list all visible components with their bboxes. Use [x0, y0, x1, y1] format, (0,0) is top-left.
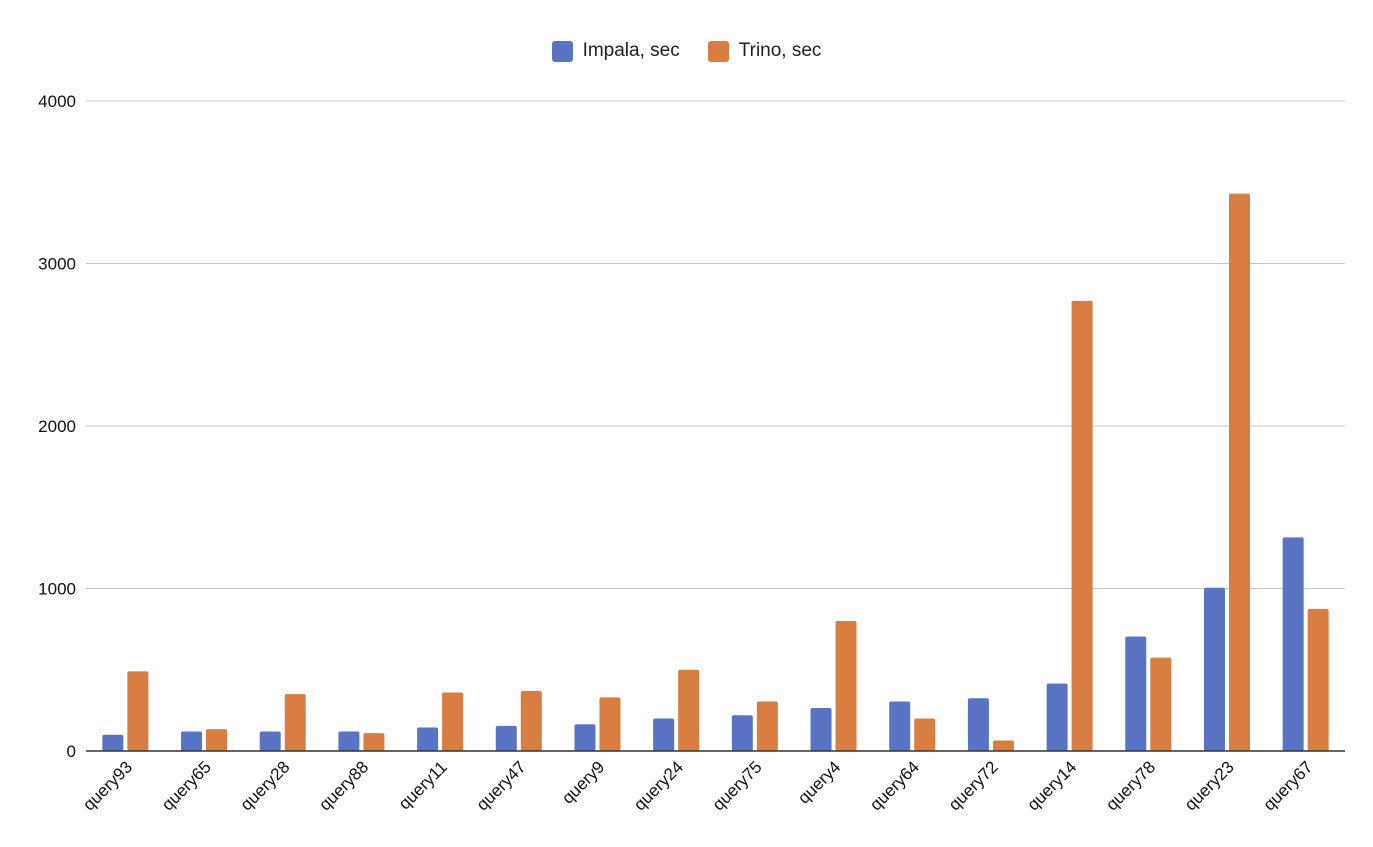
bar-trino-query14	[1071, 300, 1093, 751]
bar-impala-query11	[417, 727, 439, 751]
y-tick-label: 4000	[38, 92, 76, 111]
bar-impala-query65	[181, 731, 203, 751]
legend-swatch-trino	[707, 40, 729, 62]
bar-trino-query64	[914, 718, 936, 751]
bar-impala-query14	[1046, 683, 1068, 751]
bar-trino-query9	[599, 697, 621, 751]
x-tick-label: query64	[866, 757, 923, 814]
bar-impala-query23	[1203, 587, 1225, 751]
x-tick-label: query78	[1102, 757, 1159, 814]
legend-item-trino: Trino, sec	[707, 40, 822, 62]
bar-trino-query65	[206, 729, 228, 751]
bar-impala-query4	[810, 707, 832, 751]
legend-swatch-impala	[551, 40, 573, 62]
x-tick-label: query4	[794, 757, 844, 807]
legend-item-impala: Impala, sec	[551, 40, 680, 62]
bar-trino-query24	[678, 669, 700, 751]
y-tick-label: 1000	[38, 580, 76, 599]
bar-impala-query64	[889, 701, 911, 751]
legend-label-impala: Impala, sec	[582, 40, 680, 61]
x-tick-label: query28	[237, 757, 294, 814]
x-tick-label: query14	[1024, 757, 1081, 814]
x-tick-label: query47	[473, 757, 530, 814]
x-tick-label: query11	[395, 757, 451, 813]
x-tick-label: query88	[315, 757, 372, 814]
bar-trino-query28	[284, 694, 306, 751]
x-tick-label: query65	[158, 757, 215, 814]
x-tick-label: query23	[1181, 757, 1238, 814]
bar-trino-query11	[442, 692, 464, 751]
x-tick-label: query24	[630, 757, 687, 814]
bar-impala-query9	[574, 724, 596, 751]
bar-impala-query28	[259, 731, 281, 751]
bar-trino-query75	[756, 701, 778, 751]
bar-trino-query23	[1228, 193, 1250, 751]
x-tick-label: query93	[79, 757, 136, 814]
bar-impala-query93	[102, 734, 124, 751]
bar-trino-query78	[1150, 657, 1172, 751]
x-tick-label: query72	[945, 757, 1002, 814]
bar-impala-query67	[1282, 537, 1304, 751]
y-tick-label: 3000	[38, 255, 76, 274]
bar-trino-query88	[363, 733, 385, 751]
bar-trino-query67	[1307, 608, 1329, 751]
bar-trino-query4	[835, 621, 857, 751]
x-tick-label: query67	[1260, 757, 1317, 814]
bar-trino-query72	[992, 740, 1014, 751]
x-tick-label: query75	[709, 757, 766, 814]
bar-impala-query24	[653, 718, 675, 751]
bar-impala-query88	[338, 731, 360, 751]
bar-trino-query47	[520, 690, 542, 751]
bar-impala-query47	[495, 725, 517, 751]
y-tick-label: 0	[67, 742, 76, 761]
bar-impala-query75	[731, 715, 753, 751]
bar-impala-query78	[1125, 636, 1147, 751]
x-tick-label: query9	[558, 757, 608, 807]
bar-impala-query72	[967, 698, 989, 751]
y-tick-label: 2000	[38, 417, 76, 436]
legend-label-trino: Trino, sec	[738, 40, 822, 61]
bar-trino-query93	[127, 671, 149, 751]
legend: Impala, sec Trino, sec	[0, 40, 1373, 62]
